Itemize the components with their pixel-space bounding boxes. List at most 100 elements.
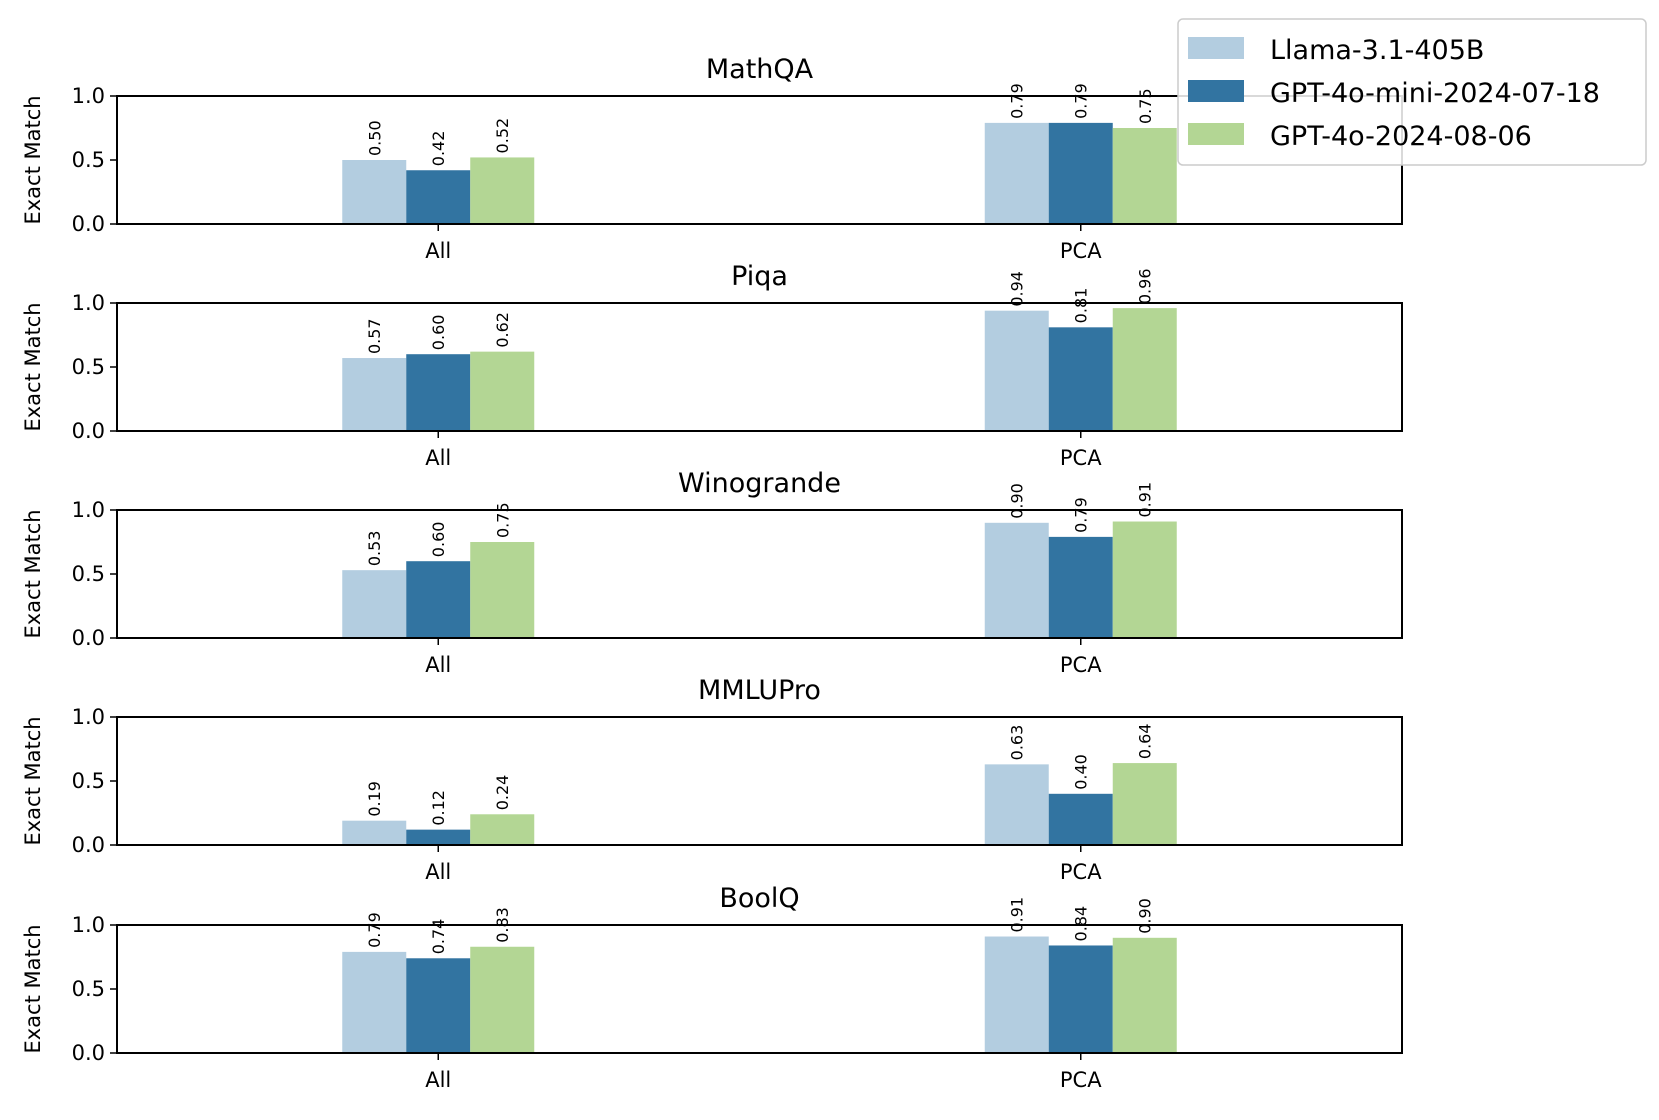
panel-title: BoolQ <box>719 883 799 914</box>
bar <box>1112 937 1177 1053</box>
bar-value-label: 0.81 <box>1072 288 1091 324</box>
y-axis-label: Exact Match <box>21 924 45 1053</box>
x-tick-label: All <box>425 239 451 263</box>
bar <box>406 829 471 845</box>
y-tick-label: 0.0 <box>72 1041 105 1065</box>
panel-title: MMLUPro <box>698 675 821 706</box>
bar <box>342 951 407 1053</box>
bar-value-label: 0.24 <box>493 775 512 811</box>
plot-area-frame <box>116 716 1403 846</box>
bar <box>1048 945 1113 1053</box>
bar-value-label: 0.75 <box>1136 88 1155 124</box>
bar <box>984 764 1049 845</box>
y-tick-label: 1.0 <box>72 498 105 522</box>
bar-value-label: 0.62 <box>493 312 512 348</box>
bar <box>470 542 535 638</box>
x-tick-label: PCA <box>1060 860 1102 884</box>
bar <box>1112 763 1177 845</box>
x-tick-label: PCA <box>1060 239 1102 263</box>
y-tick-label: 1.0 <box>72 913 105 937</box>
bar <box>984 522 1049 638</box>
bar <box>984 122 1049 224</box>
y-axis-label: Exact Match <box>21 716 45 845</box>
bar <box>406 561 471 638</box>
bar <box>342 358 407 431</box>
bar <box>342 160 407 224</box>
x-tick-label: PCA <box>1060 1068 1102 1092</box>
y-tick-label: 1.0 <box>72 84 105 108</box>
panel-title: Winogrande <box>678 468 841 499</box>
bar-value-label: 0.91 <box>1008 897 1027 933</box>
legend-swatch <box>1188 123 1244 145</box>
bar <box>984 310 1049 431</box>
bar <box>342 820 407 845</box>
bar-value-label: 0.42 <box>429 131 448 167</box>
bar-value-label: 0.94 <box>1008 271 1027 307</box>
bar <box>470 157 535 224</box>
bar-value-label: 0.75 <box>493 502 512 538</box>
bar-value-label: 0.19 <box>365 781 384 817</box>
y-axis-label: Exact Match <box>21 302 45 431</box>
bar <box>470 351 535 431</box>
x-tick-label: All <box>425 1068 451 1092</box>
y-tick-label: 0.5 <box>72 977 105 1001</box>
y-tick-label: 0.0 <box>72 626 105 650</box>
bar-value-label: 0.50 <box>365 120 384 156</box>
bar <box>984 936 1049 1053</box>
bar <box>406 354 471 431</box>
legend-swatch <box>1188 37 1244 59</box>
bar-value-label: 0.74 <box>429 919 448 955</box>
bar <box>1048 122 1113 224</box>
bar-value-label: 0.12 <box>429 790 448 826</box>
y-tick-label: 0.0 <box>72 419 105 443</box>
y-axis-label: Exact Match <box>21 509 45 638</box>
bar <box>1112 521 1177 638</box>
x-tick-label: PCA <box>1060 446 1102 470</box>
bar-value-label: 0.60 <box>429 315 448 351</box>
bar <box>406 958 471 1053</box>
bar <box>406 170 471 224</box>
legend-box <box>1177 18 1647 166</box>
bar-value-label: 0.90 <box>1136 898 1155 934</box>
plot-area-frame <box>116 924 1403 1054</box>
bar <box>470 814 535 845</box>
bar-value-label: 0.79 <box>1072 83 1091 119</box>
y-tick-label: 0.0 <box>72 833 105 857</box>
bar-value-label: 0.53 <box>365 531 384 567</box>
legend-entry: Llama-3.1-405B <box>1270 35 1484 66</box>
bar-value-label: 0.60 <box>429 522 448 558</box>
legend-entry: GPT-4o-mini-2024-07-18 <box>1270 78 1600 109</box>
bar <box>1048 327 1113 431</box>
plot-area-frame <box>116 509 1403 639</box>
bar-value-label: 0.91 <box>1136 482 1155 518</box>
x-tick-label: PCA <box>1060 653 1102 677</box>
y-tick-label: 1.0 <box>72 291 105 315</box>
bar <box>1112 128 1177 224</box>
x-tick-label: All <box>425 653 451 677</box>
bar <box>1048 536 1113 638</box>
bar <box>342 570 407 638</box>
legend-swatch <box>1188 80 1244 102</box>
x-tick-label: All <box>425 446 451 470</box>
y-tick-label: 0.5 <box>72 148 105 172</box>
bar <box>470 946 535 1053</box>
bar-value-label: 0.64 <box>1136 723 1155 759</box>
bar-value-label: 0.63 <box>1008 725 1027 761</box>
bar-value-label: 0.79 <box>1008 83 1027 119</box>
panel-title: Piqa <box>731 261 788 292</box>
legend-entry: GPT-4o-2024-08-06 <box>1270 121 1532 152</box>
bar-value-label: 0.57 <box>365 318 384 354</box>
bar-value-label: 0.84 <box>1072 906 1091 942</box>
bar <box>1048 793 1113 845</box>
x-tick-label: All <box>425 860 451 884</box>
bar-value-label: 0.96 <box>1136 268 1155 304</box>
bar-value-label: 0.79 <box>1072 497 1091 533</box>
y-tick-label: 0.5 <box>72 562 105 586</box>
bar-value-label: 0.40 <box>1072 754 1091 790</box>
bar-value-label: 0.52 <box>493 118 512 154</box>
y-tick-label: 0.5 <box>72 769 105 793</box>
bar-value-label: 0.79 <box>365 912 384 948</box>
y-tick-label: 1.0 <box>72 705 105 729</box>
